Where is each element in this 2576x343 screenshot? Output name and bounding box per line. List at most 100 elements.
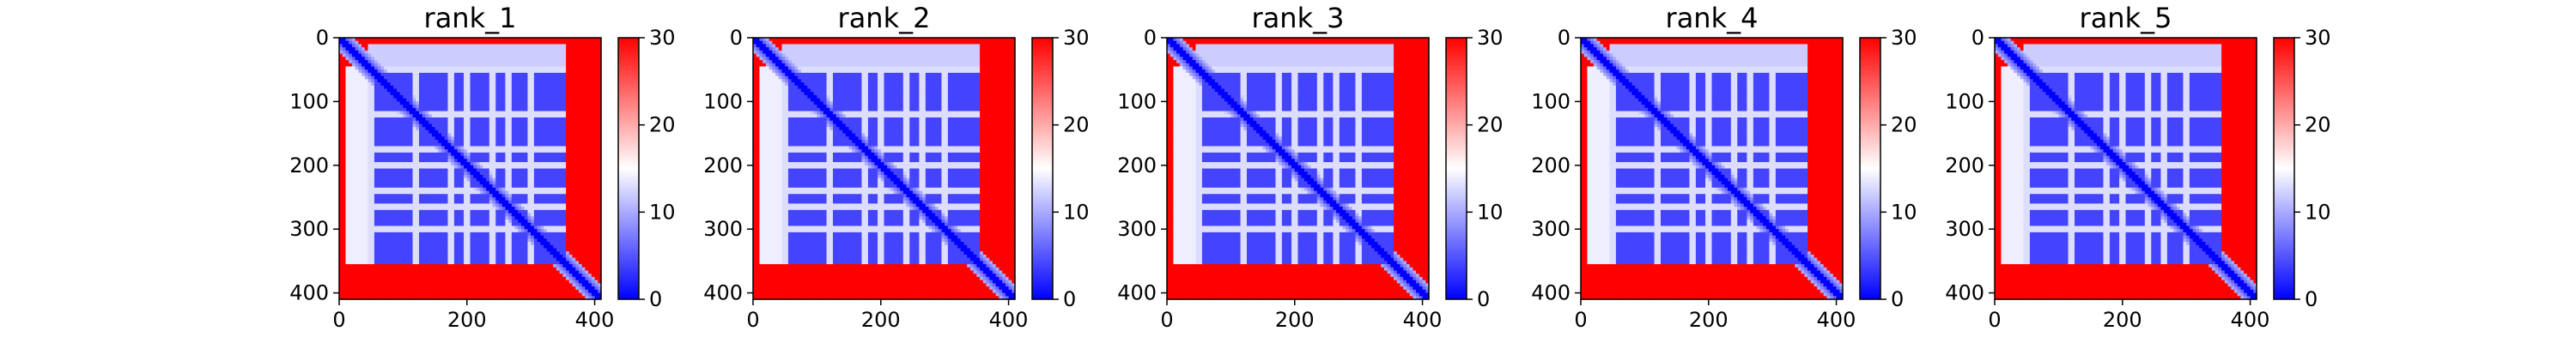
heatmap-cell (573, 79, 576, 82)
heatmap-cell (508, 111, 512, 115)
heatmap-cell (592, 108, 595, 111)
heatmap-cell (512, 178, 515, 182)
heatmap-cell (538, 136, 541, 140)
heatmap-cell (521, 172, 525, 175)
heatmap-cell (499, 95, 502, 99)
heatmap-cell (413, 181, 416, 184)
heatmap-cell (410, 220, 413, 223)
heatmap-cell (352, 175, 355, 178)
heatmap-cell (400, 47, 404, 51)
heatmap-cell (387, 156, 391, 159)
heatmap-cell (518, 178, 521, 182)
heatmap-cell (454, 169, 458, 172)
heatmap-cell (521, 60, 525, 63)
heatmap-cell (550, 165, 553, 169)
heatmap-cell (384, 178, 387, 182)
heatmap-cell (562, 229, 566, 232)
heatmap-cell (538, 165, 541, 169)
heatmap-cell (562, 79, 566, 82)
heatmap-cell (512, 44, 515, 47)
heatmap-cell (534, 229, 538, 232)
heatmap-cell (534, 197, 538, 201)
heatmap-cell (521, 121, 525, 124)
heatmap-cell (419, 73, 422, 76)
heatmap-cell (525, 60, 528, 63)
heatmap-cell (400, 89, 404, 93)
heatmap-cell (432, 172, 435, 175)
heatmap-cell (403, 156, 406, 159)
heatmap-cell (422, 108, 426, 111)
heatmap-cell (447, 136, 451, 140)
heatmap-cell (451, 223, 454, 226)
heatmap-cell (483, 79, 486, 82)
heatmap-cell (397, 143, 400, 147)
heatmap-cell (538, 130, 541, 134)
heatmap-cell (471, 181, 474, 184)
heatmap-cell (502, 47, 506, 51)
heatmap-cell (380, 79, 384, 82)
heatmap-cell (345, 101, 349, 105)
heatmap-cell (592, 165, 595, 169)
heatmap-cell (477, 41, 480, 45)
heatmap-cell (422, 203, 426, 207)
heatmap-cell (422, 82, 426, 86)
heatmap-cell (361, 197, 365, 201)
heatmap-cell (464, 159, 467, 162)
heatmap-cell (410, 210, 413, 214)
heatmap-cell (464, 216, 467, 220)
heatmap-cell (397, 220, 400, 223)
heatmap-cell (374, 47, 378, 51)
heatmap-cell (343, 146, 346, 149)
heatmap-cell (556, 101, 560, 105)
heatmap-cell (573, 136, 576, 140)
heatmap-cell (573, 127, 576, 130)
heatmap-cell (438, 162, 441, 165)
heatmap-cell (413, 216, 416, 220)
heatmap-cell (515, 134, 519, 137)
heatmap-cell (595, 188, 598, 191)
heatmap-cell (413, 66, 416, 69)
heatmap-cell (560, 127, 563, 130)
heatmap-cell (540, 121, 544, 124)
heatmap-cell (502, 188, 506, 191)
heatmap-cell (566, 95, 569, 99)
heatmap-cell (573, 229, 576, 232)
heatmap-cell (538, 178, 541, 182)
heatmap-cell (505, 207, 508, 210)
heatmap-cell (355, 57, 359, 60)
heatmap-cell (349, 229, 352, 232)
heatmap-cell (447, 41, 451, 45)
heatmap-cell (441, 203, 445, 207)
heatmap-cell (413, 184, 416, 188)
heatmap-cell (553, 111, 556, 115)
heatmap-cell (579, 47, 582, 51)
heatmap-cell (387, 86, 391, 89)
heatmap-cell (573, 169, 576, 172)
heatmap-cell (387, 216, 391, 220)
heatmap-cell (422, 134, 426, 137)
heatmap-cell (358, 172, 361, 175)
heatmap-cell (391, 184, 394, 188)
heatmap-cell (525, 203, 528, 207)
heatmap-cell (378, 178, 381, 182)
heatmap-cell (374, 184, 378, 188)
heatmap-cell (550, 79, 553, 82)
heatmap-cell (502, 201, 506, 204)
heatmap-cell (358, 111, 361, 115)
heatmap-cell (425, 143, 428, 147)
heatmap-cell (467, 178, 471, 182)
heatmap-cell (425, 82, 428, 86)
heatmap-cell (425, 134, 428, 137)
heatmap-cell (483, 207, 486, 210)
heatmap-cell (493, 203, 496, 207)
heatmap-cell (471, 101, 474, 105)
heatmap-cell (432, 127, 435, 130)
heatmap-cell (368, 123, 371, 127)
heatmap-cell (502, 60, 506, 63)
heatmap-cell (512, 181, 515, 184)
heatmap-cell (380, 60, 384, 63)
heatmap-cell (483, 57, 486, 60)
heatmap-cell (380, 82, 384, 86)
heatmap-cell (345, 175, 349, 178)
heatmap-cell (495, 82, 499, 86)
